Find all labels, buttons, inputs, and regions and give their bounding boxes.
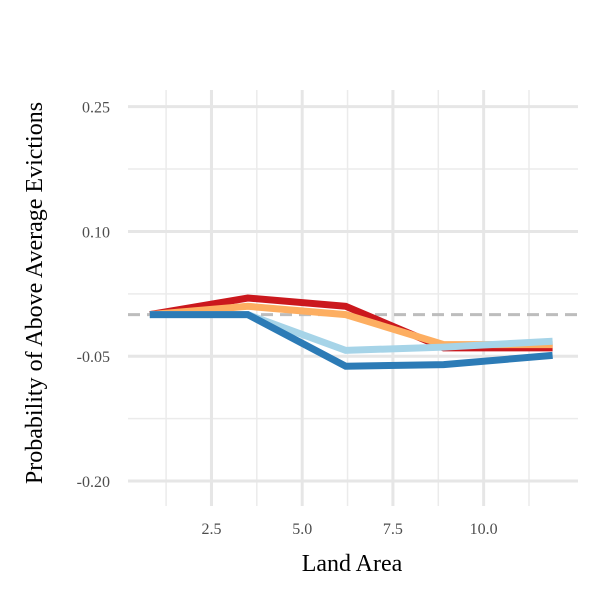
y-tick-label: 0.10 xyxy=(82,224,110,241)
y-tick-label: -0.20 xyxy=(77,474,110,491)
y-axis-title: Probability of Above Average Evictions xyxy=(22,102,48,484)
tick-labels: 2.5 5.0 7.5 10.0 0.25 0.10 -0.05 -0.20 xyxy=(77,100,498,538)
series-line-blue xyxy=(149,311,553,370)
x-tick-label: 10.0 xyxy=(470,521,498,538)
series-layer xyxy=(149,294,553,370)
x-tick-label: 5.0 xyxy=(292,521,312,538)
y-tick-label: -0.05 xyxy=(77,349,110,366)
grid xyxy=(128,90,578,506)
x-tick-label: 2.5 xyxy=(201,521,221,538)
y-tick-label: 0.25 xyxy=(82,100,110,117)
x-axis-title: Land Area xyxy=(302,551,403,577)
x-tick-label: 7.5 xyxy=(383,521,403,538)
